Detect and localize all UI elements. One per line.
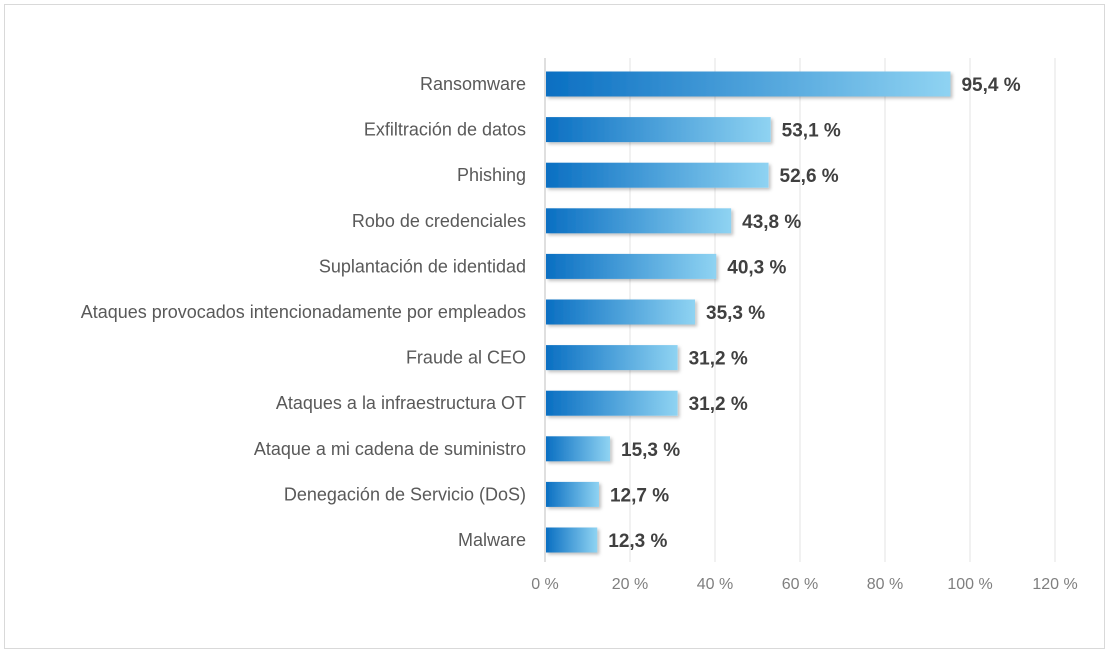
- category-label: Robo de credenciales: [352, 211, 526, 231]
- x-tick-label: 120 %: [1032, 576, 1077, 593]
- value-label: 12,7 %: [610, 485, 669, 506]
- bars: [546, 71, 951, 553]
- category-label: Suplantación de identidad: [319, 256, 526, 276]
- x-tick-label: 0 %: [531, 576, 559, 593]
- bar: [546, 390, 678, 416]
- bar: [546, 162, 769, 188]
- x-axis-ticks: 0 % 20 % 40 % 60 % 80 % 100 % 120 %: [531, 576, 1077, 593]
- value-label: 15,3 %: [621, 440, 680, 461]
- category-label: Exfiltración de datos: [364, 120, 526, 140]
- bar: [546, 253, 717, 279]
- bar: [546, 117, 771, 143]
- labels: Ransomware 95,4 % Exfiltración de datos 53,…: [81, 74, 1021, 552]
- value-label: 95,4 %: [961, 75, 1020, 96]
- category-label: Fraude al CEO: [406, 348, 526, 368]
- value-label: 35,3 %: [706, 303, 765, 324]
- bar: [546, 527, 598, 553]
- value-label: 31,2 %: [689, 349, 748, 370]
- value-label: 53,1 %: [782, 121, 841, 142]
- category-label: Phishing: [457, 165, 526, 185]
- x-tick-label: 40 %: [697, 576, 733, 593]
- x-tick-label: 20 %: [612, 576, 648, 593]
- bar: [546, 436, 611, 462]
- category-label: Ransomware: [420, 74, 526, 94]
- x-tick-label: 60 %: [782, 576, 818, 593]
- bar: [546, 299, 696, 325]
- value-label: 12,3 %: [608, 531, 667, 552]
- bar: [546, 71, 951, 97]
- category-label: Ataques provocados intencionadamente por…: [81, 302, 526, 322]
- category-label: Denegación de Servicio (DoS): [284, 484, 526, 504]
- x-tick-label: 80 %: [867, 576, 903, 593]
- value-label: 43,8 %: [742, 212, 801, 233]
- value-label: 31,2 %: [689, 394, 748, 415]
- bar: [546, 481, 599, 507]
- category-label: Ataques a la infraestructura OT: [276, 393, 526, 413]
- category-label: Ataque a mi cadena de suministro: [254, 439, 526, 459]
- value-label: 52,6 %: [780, 166, 839, 187]
- x-tick-label: 100 %: [947, 576, 992, 593]
- value-label: 40,3 %: [727, 257, 786, 278]
- bar: [546, 345, 678, 371]
- bar: [546, 208, 732, 234]
- category-label: Malware: [458, 530, 526, 550]
